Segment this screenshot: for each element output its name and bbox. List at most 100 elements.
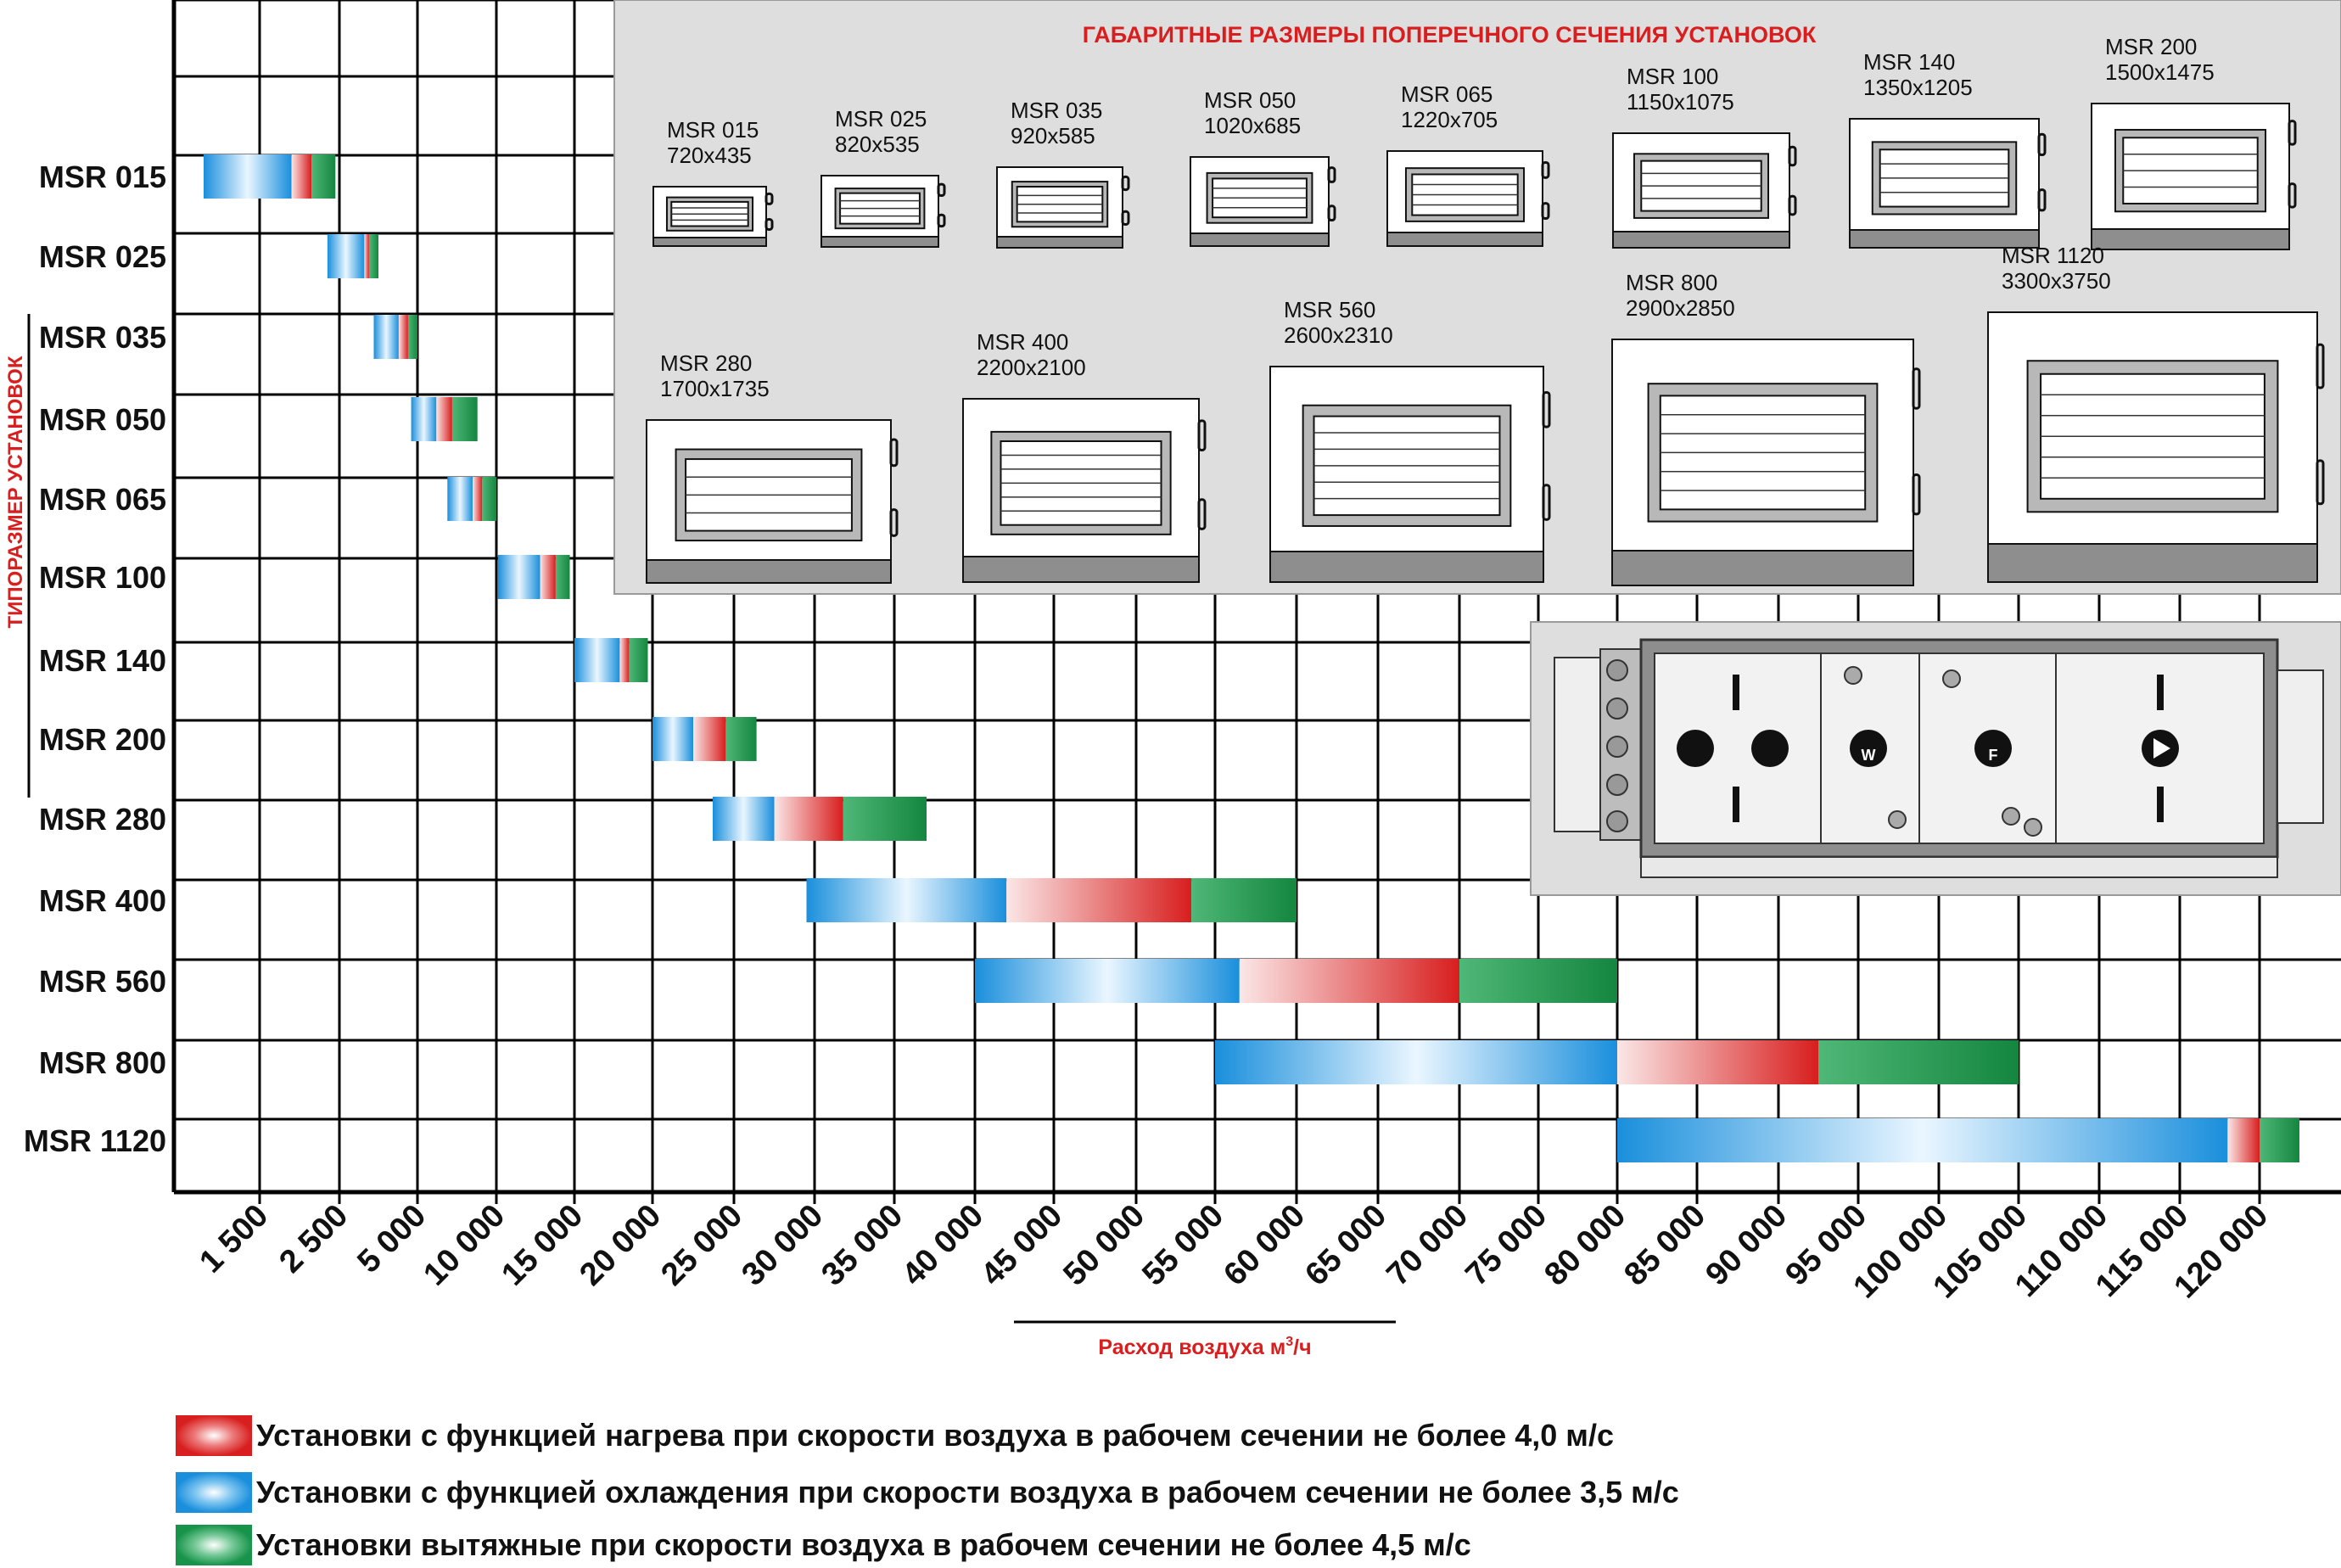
legend-item: Установки с функцией нагрева при скорост… — [176, 1415, 1614, 1456]
cross-section-size: 720x435 — [667, 143, 752, 168]
side-view-drawing: W F — [1554, 638, 2324, 878]
bar-heating-msr-035 — [398, 315, 408, 359]
x-axis-label-sup: 3 — [1285, 1335, 1293, 1349]
unit-handle — [937, 213, 946, 228]
chart-bars — [204, 154, 2299, 1162]
cross-section-size: 2600x2310 — [1284, 322, 1393, 348]
dimensions-panel-title: ГАБАРИТНЫЕ РАЗМЕРЫ ПОПЕРЕЧНОГО СЕЧЕНИЯ У… — [1083, 22, 1817, 48]
row-label-msr-100: MSR 100 — [39, 560, 166, 595]
bar-heating-msr-200 — [693, 717, 726, 761]
cross-section-size: 3300x3750 — [2002, 268, 2111, 294]
x-axis-label-main: Расход воздуха м — [1098, 1336, 1285, 1359]
bar-exhaust-msr-025 — [369, 234, 378, 278]
unit-base — [820, 236, 939, 248]
cross-section-size: 1350x1205 — [1863, 75, 1973, 100]
cross-section-name: MSR 1120 — [2002, 243, 2104, 268]
row-label-msr-015: MSR 015 — [39, 160, 166, 194]
legend-swatch — [176, 1472, 252, 1513]
row-label-msr-280: MSR 280 — [39, 802, 166, 837]
unit-handle — [1542, 484, 1551, 521]
unit-handle — [2037, 132, 2047, 157]
unit-handle — [1912, 473, 1921, 516]
cross-section-name: MSR 560 — [1284, 297, 1375, 322]
bar-heating-msr-280 — [774, 797, 843, 841]
x-axis-label-tail: /ч — [1293, 1336, 1311, 1359]
cross-section-size: 1700x1735 — [660, 376, 770, 401]
bar-exhaust-msr-200 — [725, 717, 757, 761]
unit-base — [1386, 232, 1543, 247]
bar-exhaust-msr-065 — [482, 477, 496, 521]
row-label-msr-200: MSR 200 — [39, 722, 166, 757]
row-labels: MSR 015 MSR 025 MSR 035 MSR 050 MSR 065 MSR 1… — [24, 160, 166, 1158]
bar-exhaust-msr-280 — [843, 797, 927, 841]
unit-handle — [2316, 459, 2325, 506]
bar-cooling-msr-1120 — [1617, 1118, 2228, 1162]
x-tick-label: 15 000 — [495, 1198, 590, 1293]
cross-section-name: MSR 050 — [1204, 87, 1296, 113]
unit-handle — [1912, 367, 1921, 410]
unit-handle — [1542, 390, 1551, 428]
cross-section-name: MSR 400 — [977, 329, 1068, 355]
unit-base — [1612, 231, 1790, 249]
x-tick-label: 2 500 — [272, 1198, 355, 1280]
bar-heating-msr-800 — [1617, 1040, 1818, 1084]
unit-handle — [1327, 166, 1336, 183]
unit-handle — [937, 182, 946, 198]
legend-swatch — [176, 1525, 252, 1565]
bar-cooling-msr-800 — [1215, 1040, 1617, 1084]
cross-section-name: MSR 025 — [835, 106, 927, 132]
unit-handle — [1788, 194, 1797, 216]
bar-heating-msr-065 — [473, 477, 483, 521]
side-view-mark-w: W — [1862, 747, 1876, 764]
bar-heating-msr-025 — [364, 234, 369, 278]
bar-exhaust-msr-140 — [629, 638, 648, 682]
cross-section-name: MSR 200 — [2105, 34, 2197, 59]
bar-heating-msr-1120 — [2227, 1118, 2260, 1162]
x-tick-label: 55 000 — [1135, 1198, 1230, 1293]
cross-section-size: 1020x685 — [1204, 113, 1301, 138]
bar-exhaust-msr-100 — [555, 555, 570, 599]
x-tick-label: 65 000 — [1298, 1198, 1393, 1293]
cross-section-name: MSR 140 — [1863, 49, 1955, 75]
row-label-msr-035: MSR 035 — [39, 320, 166, 355]
unit-base — [2091, 228, 2290, 250]
cross-section-name: MSR 100 — [1627, 64, 1718, 89]
row-label-msr-050: MSR 050 — [39, 402, 166, 437]
cross-section-size: 2200x2100 — [977, 355, 1086, 380]
unit-handle — [2288, 120, 2297, 146]
bar-exhaust-msr-035 — [408, 315, 417, 359]
x-tick-label: 20 000 — [573, 1198, 668, 1293]
legend: Установки с функцией нагрева при скорост… — [176, 1415, 1679, 1565]
legend-text: Установки вытяжные при скорости воздуха … — [256, 1527, 1471, 1562]
unit-base — [962, 556, 1200, 583]
bar-cooling-msr-100 — [497, 555, 540, 599]
unit-handle — [1197, 498, 1207, 530]
bar-exhaust-msr-015 — [311, 154, 336, 199]
y-axis-label: ТИПОРАЗМЕР УСТАНОВОК — [4, 356, 27, 628]
cross-section-size: 2900x2850 — [1626, 295, 1735, 321]
x-tick-label: 90 000 — [1699, 1198, 1794, 1293]
unit-handle — [764, 218, 774, 231]
bar-heating-msr-015 — [291, 154, 312, 199]
legend-item: Установки вытяжные при скорости воздуха … — [176, 1525, 1471, 1565]
unit-side-view: W F — [1530, 621, 2341, 896]
x-tick-label: 1 500 — [193, 1198, 275, 1280]
unit-base — [652, 237, 767, 247]
cross-section-name: MSR 035 — [1011, 98, 1102, 123]
unit-handle — [764, 192, 774, 205]
cross-section-name: MSR 280 — [660, 350, 752, 376]
cross-section-size: 1500x1475 — [2105, 59, 2215, 85]
unit-handle — [1121, 175, 1130, 192]
cross-section-name: MSR 015 — [667, 117, 759, 143]
unit-base — [1190, 232, 1330, 247]
dimensions-panel: ГАБАРИТНЫЕ РАЗМЕРЫ ПОПЕРЕЧНОГО СЕЧЕНИЯ У… — [613, 0, 2341, 595]
